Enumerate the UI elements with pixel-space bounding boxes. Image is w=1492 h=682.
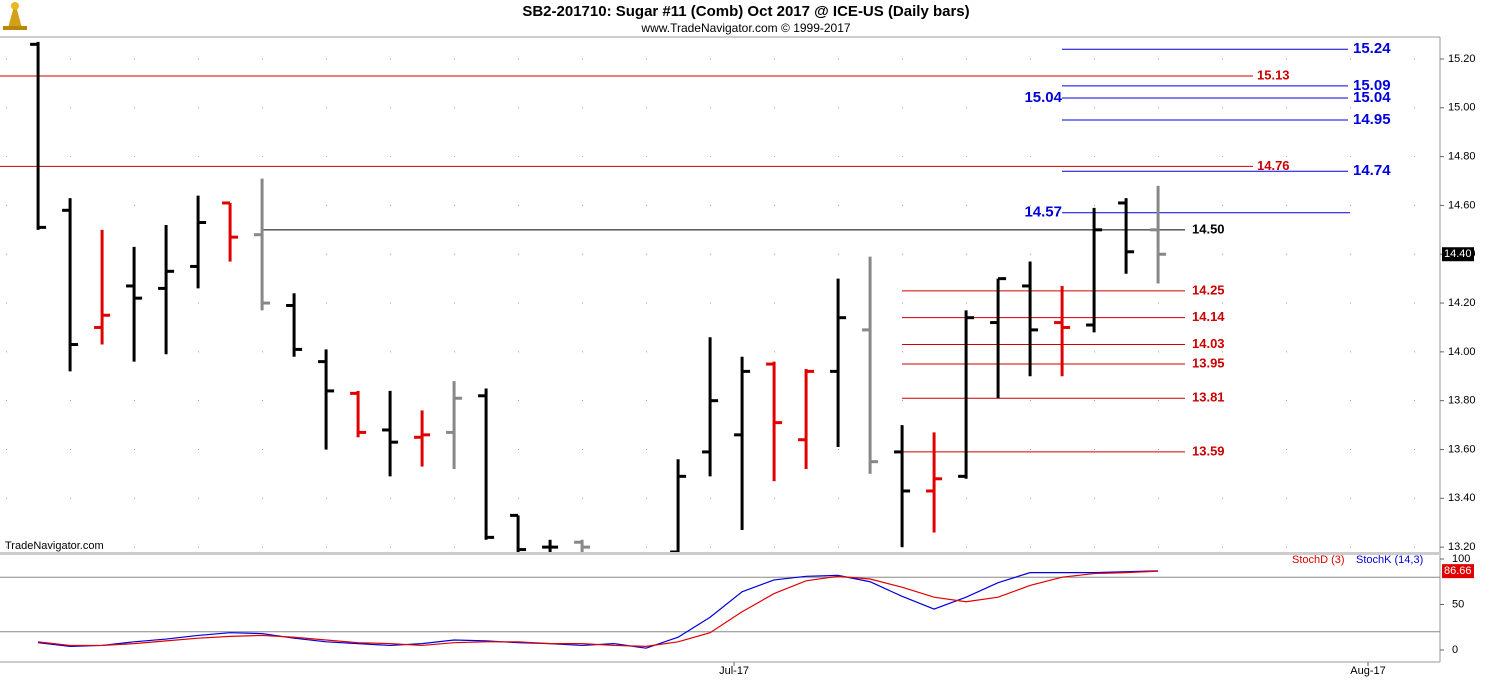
level-label: 14.03 [1192, 336, 1225, 351]
level-label: 13.81 [1192, 390, 1225, 405]
ohlc-bar [926, 432, 943, 533]
ohlc-bar [958, 310, 975, 479]
level-label: 13.95 [1192, 355, 1225, 370]
ohlc-bar [414, 410, 431, 467]
last-value-box [1442, 564, 1474, 579]
chart-title: SB2-201710: Sugar #11 (Comb) Oct 2017 @ … [522, 3, 969, 20]
ohlc-bar [382, 390, 399, 477]
level-label: 15.04 [1353, 89, 1391, 106]
last-price-label: 14.40 [1444, 248, 1472, 260]
legend-label: StochD (3) [1292, 554, 1345, 566]
stoch-line [38, 570, 1159, 647]
level-label: 14.14 [1192, 309, 1225, 324]
ohlc-bar [670, 459, 687, 552]
y-tick-label: 14.20 [1448, 297, 1476, 309]
ohlc-bar [94, 229, 111, 345]
ohlc-bar [478, 388, 495, 540]
ohlc-bar [126, 246, 143, 362]
ohlc-bar [734, 356, 751, 531]
ohlc-bar [1118, 198, 1135, 274]
ohlc-bar [574, 539, 591, 552]
level-label: 15.04 [1024, 89, 1062, 106]
ohlc-bar [62, 198, 79, 372]
ohlc-bar [222, 201, 239, 262]
y-tick-label: 14.80 [1448, 151, 1476, 163]
ohlc-bar [894, 425, 911, 548]
ohlc-bar [30, 41, 47, 230]
y-tick-label: 13.40 [1448, 492, 1476, 504]
logo [3, 2, 27, 30]
y-tick-label: 50 [1452, 598, 1464, 610]
ohlc-bar [702, 337, 719, 477]
y-tick-label: 13.60 [1448, 443, 1476, 455]
level-label: 15.24 [1353, 40, 1391, 57]
ohlc-bar [798, 368, 815, 470]
ohlc-bar [446, 381, 463, 470]
ohlc-bar [158, 224, 175, 355]
y-tick-label: 13.80 [1448, 395, 1476, 407]
ohlc-bar [1150, 185, 1167, 284]
ohlc-bar [350, 390, 367, 438]
ohlc-bar [190, 195, 207, 289]
last-value-label: 86.66 [1444, 565, 1472, 577]
ohlc-bar [286, 293, 303, 357]
ohlc-bar [1022, 261, 1039, 377]
level-label: 14.50 [1192, 221, 1225, 236]
last-price-box [1442, 247, 1474, 262]
y-tick-label: 0 [1452, 644, 1458, 656]
level-label: 14.57 [1024, 204, 1062, 221]
watermark: TradeNavigator.com [5, 540, 104, 552]
ohlc-bar [254, 178, 271, 311]
level-label: 14.25 [1192, 282, 1225, 297]
level-label: 14.74 [1353, 162, 1391, 179]
y-tick-label: 14.60 [1448, 199, 1476, 211]
x-tick-label: Jul-17 [719, 665, 749, 677]
level-label: 14.76 [1257, 158, 1290, 173]
chart-subtitle: www.TradeNavigator.com © 1999-2017 [640, 21, 850, 35]
y-tick-label: 100 [1452, 553, 1470, 565]
ohlc-bar [542, 539, 559, 552]
y-tick-label: 13.20 [1448, 541, 1476, 553]
ohlc-bar [1054, 285, 1071, 377]
ohlc-bar [510, 513, 527, 552]
level-label: 14.95 [1353, 111, 1391, 128]
y-tick-label: 15.20 [1448, 53, 1476, 65]
ohlc-bar [318, 349, 335, 450]
y-tick-label: 14.00 [1448, 346, 1476, 358]
ohlc-bar [862, 256, 879, 474]
x-tick-label: Aug-17 [1350, 665, 1385, 677]
panel-divider [0, 552, 1440, 555]
level-label: 15.09 [1353, 77, 1391, 94]
y-tick-label: 15.00 [1448, 102, 1476, 114]
ohlc-bar [990, 277, 1007, 399]
level-label: 13.59 [1192, 443, 1225, 458]
level-label: 15.13 [1257, 67, 1290, 82]
ohlc-bar [1086, 207, 1103, 333]
legend-label: StochK (14,3) [1356, 554, 1423, 566]
ohlc-bar [766, 361, 783, 482]
ohlc-bar [830, 278, 847, 448]
